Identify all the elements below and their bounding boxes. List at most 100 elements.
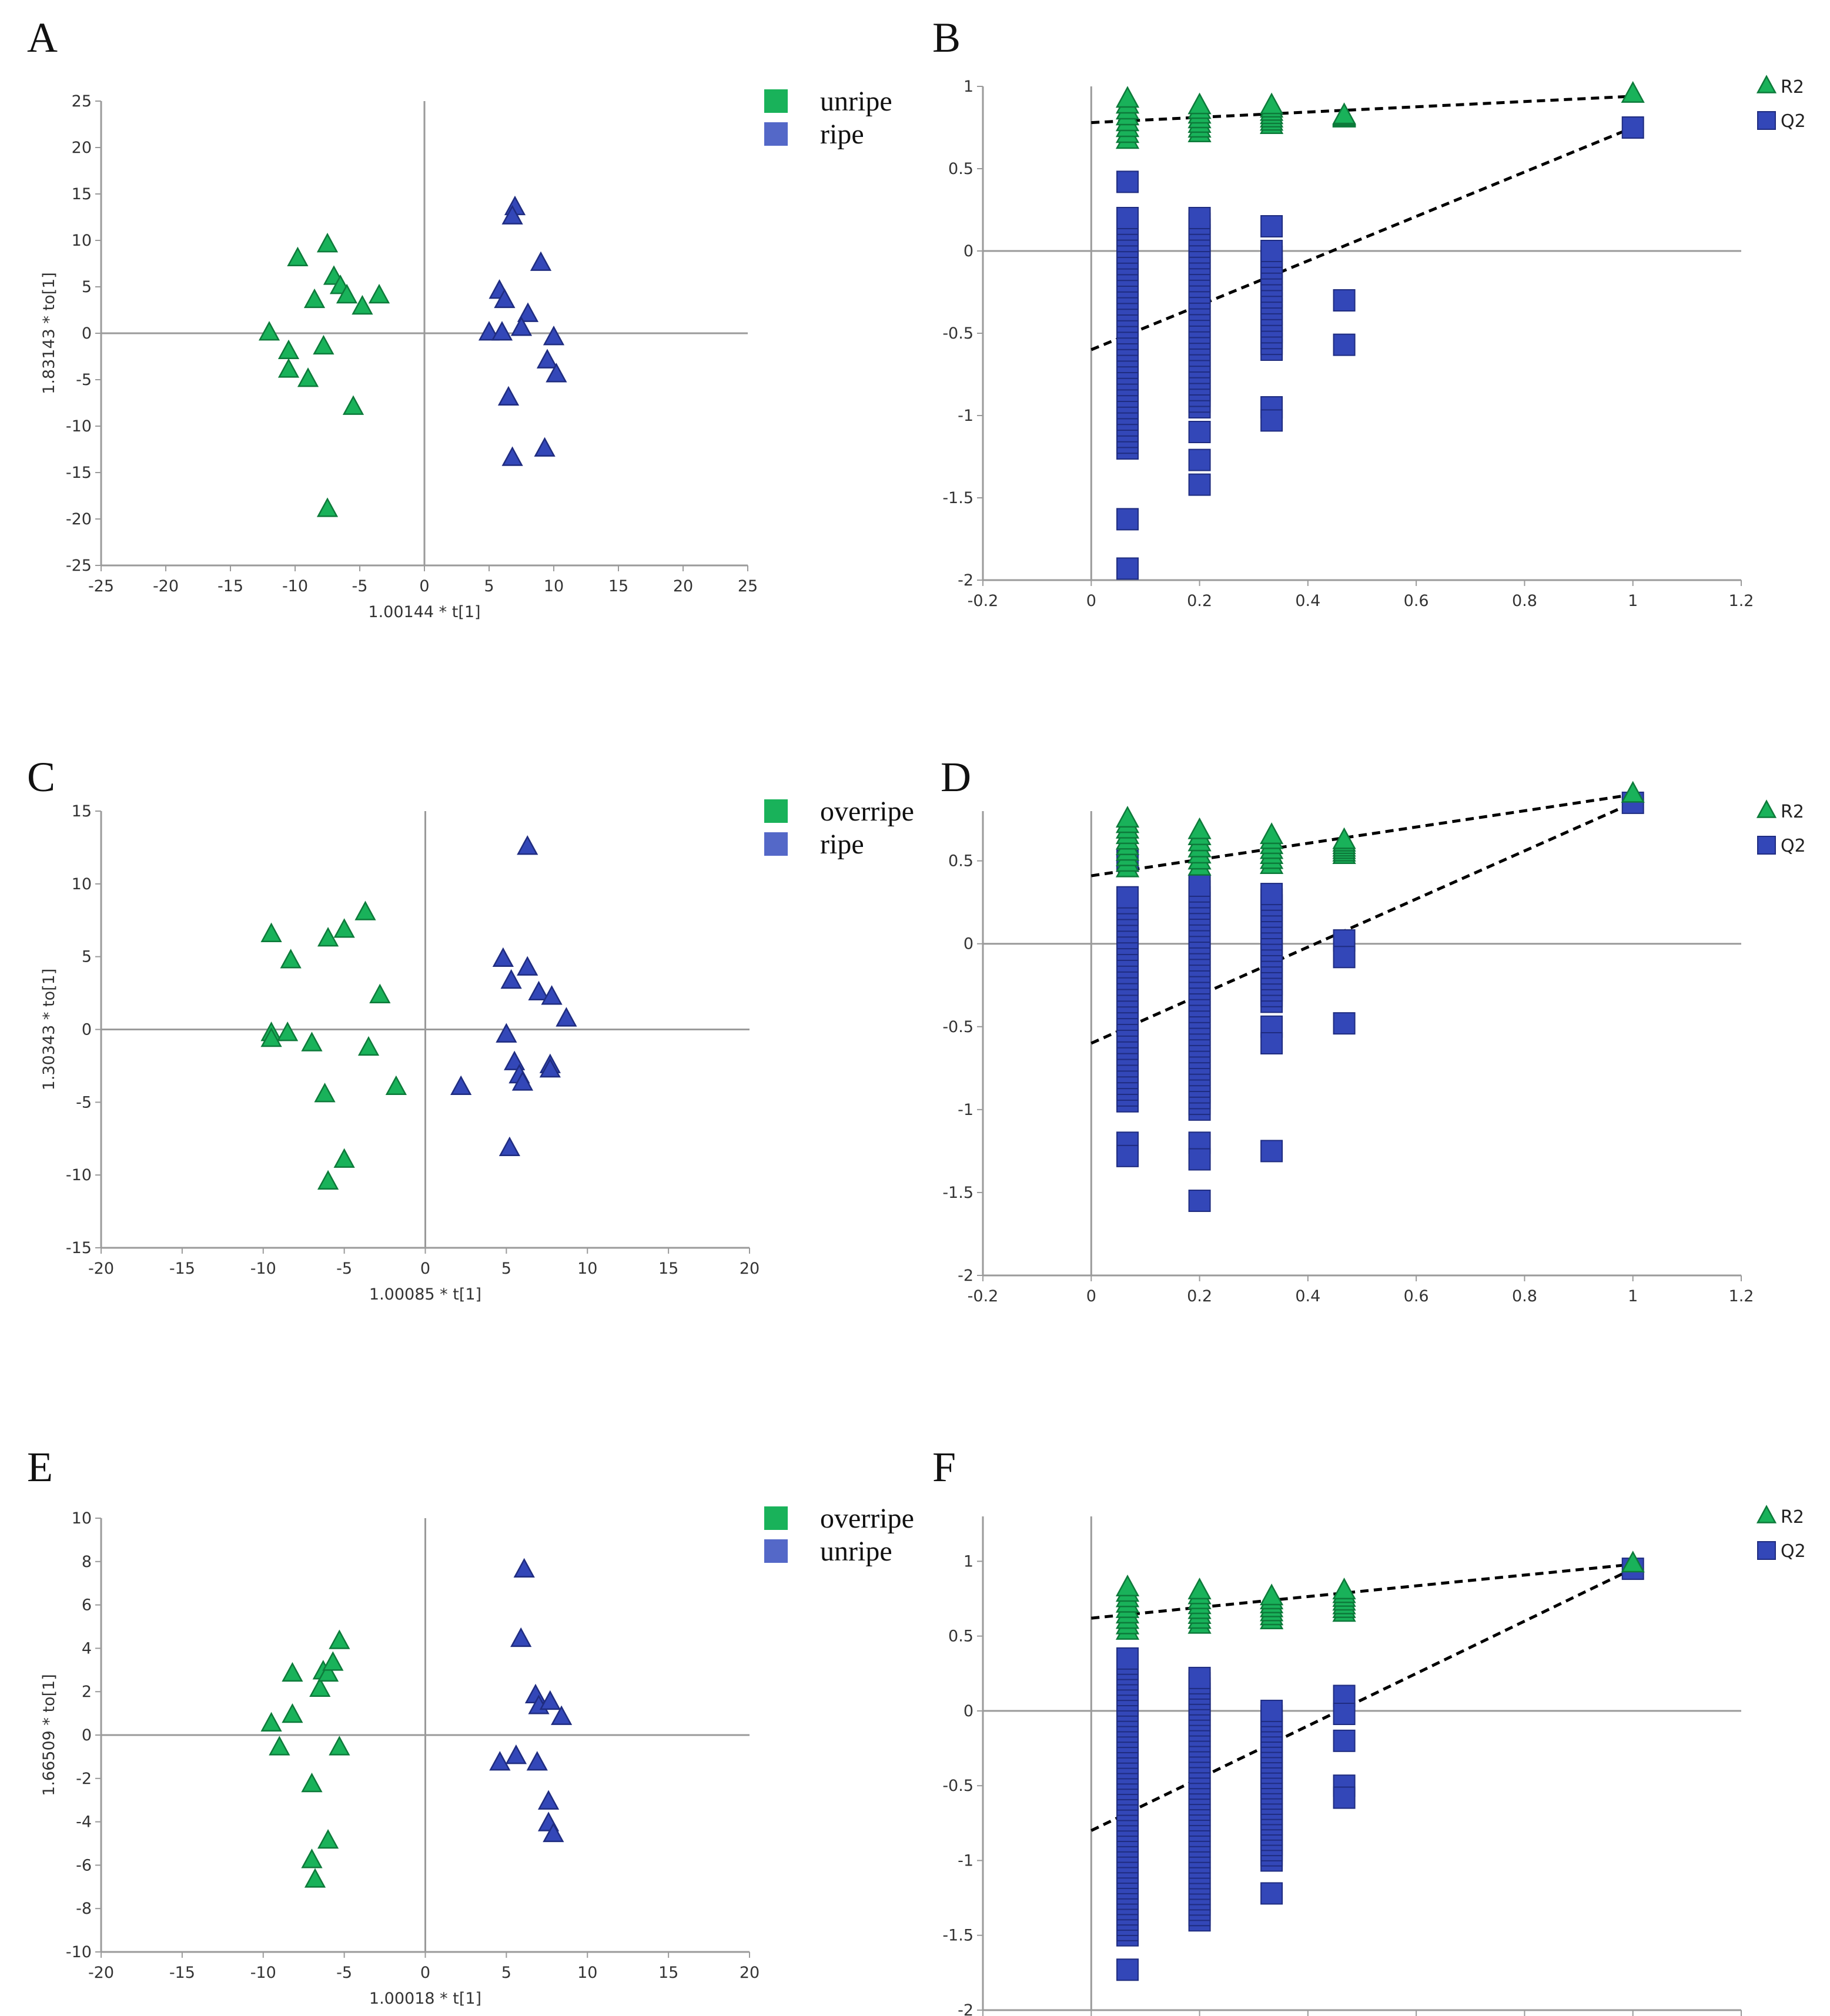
data-point	[1621, 81, 1645, 103]
data-point	[496, 1023, 517, 1043]
data-point	[536, 349, 558, 369]
data-point	[368, 283, 390, 304]
data-point	[258, 321, 280, 341]
data-point	[1332, 1578, 1356, 1600]
y-tick-label: -6	[76, 1856, 92, 1874]
data-point	[1621, 1550, 1645, 1573]
legend-label: R2	[1781, 77, 1804, 98]
y-tick-label: 25	[72, 92, 92, 110]
x-tick-label: 5	[484, 577, 494, 595]
data-point	[1188, 448, 1211, 471]
data-point	[524, 1683, 547, 1704]
data-point	[1116, 1647, 1139, 1670]
data-point	[317, 1170, 339, 1190]
data-point	[1187, 92, 1212, 115]
data-point	[501, 446, 523, 466]
data-point	[333, 918, 355, 938]
data-point	[1116, 1958, 1139, 1981]
data-point	[333, 1148, 355, 1168]
x-tick-label: 0	[419, 577, 429, 595]
x-tick-label: 5	[501, 1964, 511, 1982]
legend-label: ripe	[820, 119, 864, 150]
x-tick-label: 20	[740, 1260, 760, 1278]
y-tick-label: 0.5	[948, 160, 973, 178]
data-point	[1115, 86, 1140, 108]
y-tick-label: -1	[958, 1851, 973, 1870]
y-tick-label: -15	[66, 1239, 92, 1257]
y-tick-label: -8	[76, 1900, 92, 1918]
x-tick-label: 10	[577, 1964, 597, 1982]
x-tick-label: -0.2	[968, 592, 999, 610]
y-tick-label: 0	[82, 1021, 92, 1039]
panel-label: F	[932, 1444, 956, 1491]
panel-label: D	[941, 754, 971, 801]
x-tick-label: 0	[420, 1964, 430, 1982]
y-tick-label: 15	[72, 185, 92, 203]
data-point	[369, 983, 391, 1003]
data-point	[1188, 207, 1211, 229]
data-point	[287, 246, 309, 267]
x-axis-title: 1.00085 * t[1]	[369, 1285, 481, 1304]
data-point	[492, 947, 514, 967]
legend-label: Q2	[1781, 111, 1806, 132]
y-tick-label: 1	[963, 78, 973, 96]
data-point	[1260, 1882, 1283, 1905]
x-tick-label: -5	[336, 1964, 352, 1982]
data-point	[504, 1050, 526, 1070]
data-point	[1260, 240, 1283, 262]
series-unripe	[258, 233, 390, 517]
y-tick-label: 4	[82, 1639, 92, 1657]
data-point	[1188, 1666, 1211, 1689]
legend-label: R2	[1781, 1507, 1804, 1528]
data-point	[499, 1136, 520, 1157]
data-point	[277, 1022, 299, 1042]
x-tick-label: 20	[673, 577, 693, 595]
data-point	[1260, 822, 1284, 845]
data-point	[282, 1703, 303, 1723]
regression-line-r2	[1091, 95, 1633, 125]
y-tick-label: 15	[72, 802, 92, 821]
legend-label: Q2	[1781, 1541, 1806, 1562]
data-point	[260, 1712, 282, 1732]
data-point	[1260, 1699, 1283, 1722]
x-tick-label: 0.4	[1295, 1287, 1320, 1305]
x-tick-label: -20	[88, 1964, 114, 1982]
x-tick-label: 0.6	[1404, 592, 1429, 610]
y-tick-label: 5	[82, 948, 92, 966]
panel-d: D -0.2 0 0.2 0.4 0.6 0.8 1 1.2 -2 -1.5 -1 -0.5 0 0.5 R2…	[941, 754, 1806, 1305]
data-point	[269, 1736, 290, 1756]
x-axis-title: 1.00144 * t[1]	[368, 603, 480, 621]
panel-f: F-0.200.20.40.60.811.2-2-1.5-1-0.500.51R…	[932, 1444, 1806, 2016]
legend-label: overripe	[820, 1503, 914, 1534]
data-point	[539, 1057, 561, 1078]
legend-label: ripe	[820, 829, 864, 860]
y-tick-label: -4	[76, 1813, 92, 1831]
data-point	[1260, 1140, 1283, 1163]
y-tick-label: 1	[963, 1552, 973, 1570]
y-tick-label: -0.5	[942, 324, 973, 343]
data-point	[510, 316, 533, 336]
data-point	[352, 294, 373, 315]
panel-e: E-20 -15 -10 -5 0 5 10 15 20-10-8-6-4-202468101.…	[27, 1444, 914, 2008]
y-tick-label: 0	[82, 1726, 92, 1744]
data-point	[528, 980, 550, 1001]
legend-swatch	[764, 1539, 788, 1563]
x-tick-label: 0	[420, 1260, 430, 1278]
data-point	[297, 367, 319, 387]
y-tick-label: 0	[963, 1702, 973, 1720]
regression-line-q2	[1090, 1567, 1634, 1832]
x-axis-title: 1.00018 * t[1]	[369, 1990, 481, 2008]
regression-line-q2	[1090, 126, 1634, 351]
data-point	[1188, 421, 1211, 443]
x-tick-label: 1.2	[1729, 1287, 1754, 1305]
x-tick-label: 0.8	[1512, 592, 1537, 610]
data-point	[1116, 886, 1139, 909]
legend: R2 Q2	[1756, 75, 1806, 132]
data-point	[301, 1772, 323, 1793]
x-tick-label: 0.6	[1404, 1287, 1429, 1305]
y-tick-label: -10	[66, 1943, 92, 1961]
series-q2	[1116, 116, 1644, 580]
y-tick-label: 10	[72, 1509, 92, 1528]
y-tick-label: -20	[66, 510, 92, 528]
data-point	[517, 302, 539, 322]
